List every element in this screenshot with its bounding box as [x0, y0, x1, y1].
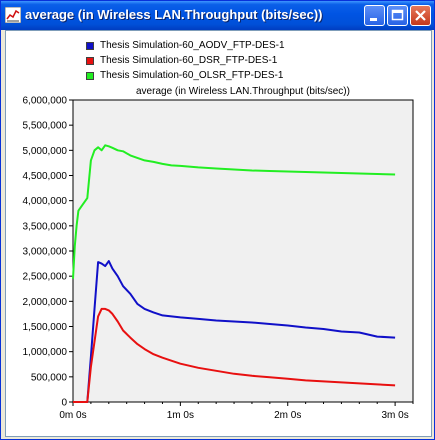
title-bar[interactable]: average (in Wireless LAN.Throughput (bit… [1, 1, 434, 30]
legend-item-aodv: Thesis Simulation-60_AODV_FTP-DES-1 [86, 38, 285, 53]
legend-item-olsr: Thesis Simulation-60_OLSR_FTP-DES-1 [86, 68, 285, 83]
close-icon [415, 10, 426, 21]
series-layer [72, 144, 396, 403]
y-tick-label: 1,000,000 [23, 347, 68, 358]
y-tick-label: 2,500,000 [23, 272, 68, 283]
y-tick-label: 3,500,000 [23, 221, 68, 232]
legend-item-dsr: Thesis Simulation-60_DSR_FTP-DES-1 [86, 53, 285, 68]
minimize-icon [370, 18, 377, 21]
maximize-icon [391, 9, 404, 21]
y-tick-label: 0 [61, 398, 67, 409]
y-tick-label: 6,000,000 [23, 96, 68, 107]
chart-app-icon[interactable] [4, 6, 22, 24]
legend-label-aodv: Thesis Simulation-60_AODV_FTP-DES-1 [100, 40, 285, 51]
y-tick-label: 1,500,000 [23, 322, 68, 333]
chart-title: average (in Wireless LAN.Throughput (bit… [136, 86, 350, 97]
legend-swatch-olsr [86, 71, 94, 80]
x-tick-label: 1m 0s [167, 410, 194, 421]
plot-area [72, 99, 414, 403]
series-line-aodv [73, 260, 396, 403]
x-tick-label: 0m 0s [59, 410, 86, 421]
y-tick-label: 500,000 [31, 372, 68, 383]
legend: Thesis Simulation-60_AODV_FTP-DES-1 Thes… [86, 38, 285, 83]
series-line-olsr [72, 144, 396, 279]
legend-label-olsr: Thesis Simulation-60_OLSR_FTP-DES-1 [100, 70, 284, 81]
series-line-dsr [73, 307, 396, 403]
legend-label-dsr: Thesis Simulation-60_DSR_FTP-DES-1 [100, 55, 278, 66]
window-title: average (in Wireless LAN.Throughput (bit… [25, 7, 323, 22]
y-tick-label: 5,500,000 [23, 121, 68, 132]
y-tick-label: 3,000,000 [23, 247, 68, 258]
line-chart: average (in Wireless LAN.Throughput (bit… [23, 86, 414, 421]
maximize-button[interactable] [387, 5, 408, 26]
y-tick-label: 4,000,000 [23, 196, 68, 207]
legend-swatch-dsr [86, 56, 94, 65]
y-tick-label: 5,000,000 [23, 146, 68, 157]
chart-frame: Thesis Simulation-60_AODV_FTP-DES-1 Thes… [5, 30, 432, 437]
close-button[interactable] [410, 5, 431, 26]
y-tick-label: 2,000,000 [23, 297, 68, 308]
minimize-button[interactable] [364, 5, 385, 26]
x-tick-label: 3m 0s [381, 410, 408, 421]
y-axis: 0 500,000 1,000,000 1,500,000 2,000,000 2,500… [23, 96, 73, 409]
legend-swatch-aodv [86, 41, 94, 50]
y-tick-label: 4,500,000 [23, 171, 68, 182]
x-axis: 0m 0s 1m 0s 2m 0s 3m 0s [59, 402, 414, 421]
x-tick-label: 2m 0s [274, 410, 301, 421]
